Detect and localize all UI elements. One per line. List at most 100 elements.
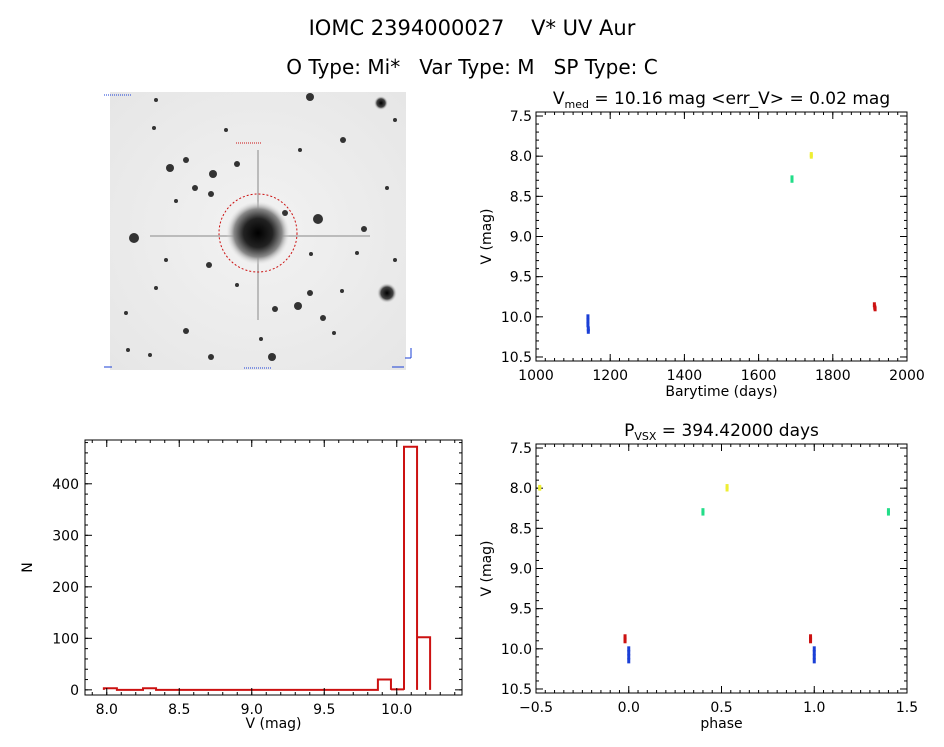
data-point [790,177,794,183]
x-tick-label: 1.5 [896,700,918,716]
y-tick-label: 9.0 [510,230,532,246]
data-point [812,658,816,664]
field-star [259,337,263,341]
data-point [586,318,590,324]
y-tick-label: 8.5 [510,189,532,205]
field-star [166,164,174,172]
data-point [586,328,590,334]
x-tick-label: 2000 [889,368,925,384]
y-tick-label: 10.5 [501,350,532,366]
y-tick-label: 8.5 [510,521,532,537]
y-axis-label: N [20,562,36,572]
field-star [393,258,397,262]
x-tick-label: 0.0 [618,700,640,716]
data-point [586,322,590,328]
data-point [627,646,631,652]
data-point [812,650,816,656]
x-axis-label: phase [700,716,742,732]
data-point [812,654,816,660]
data-point [538,485,542,491]
data-point [809,638,813,644]
data-point [886,510,890,516]
field-star [124,311,128,315]
field-star [129,233,139,243]
field-star [148,353,152,357]
bright-field-star [377,283,397,303]
field-star [174,199,178,203]
object-otype: O Type: Mi* [286,55,401,79]
y-tick-label: 9.0 [510,562,532,578]
x-tick-label: 1400 [667,368,703,384]
chart-title-line1: IOMC 2394000027 V* UV Aur [0,16,944,40]
x-tick-label: 0.5 [710,700,732,716]
histogram-bin [378,680,391,690]
field-star [361,226,367,232]
phased-plot: PVSX = 394.42000 days −0.5 0.0 0.5 1.0 1.5 7.5… [479,421,918,732]
data-point [701,510,705,516]
field-star [306,93,314,101]
object-sptype: SP Type: C [553,55,658,79]
field-star [208,191,214,197]
y-tick-label: 10.0 [501,310,532,326]
histogram-bin [404,447,417,690]
y-tick-label: 400 [52,477,79,493]
x-tick-label: 1000 [518,368,554,384]
histogram-bin [417,637,430,690]
field-star [206,262,212,268]
y-tick-label: 10.0 [501,642,532,658]
field-star [294,302,302,310]
y-axis-label: V (mag) [479,540,495,596]
y-tick-label: 10.5 [501,682,532,698]
field-star [154,98,158,102]
field-star [393,118,397,122]
data-point [627,658,631,664]
field-star [234,161,240,167]
target-circle-marker [218,193,298,273]
object-name: V* UV Aur [531,16,636,40]
object-id: IOMC 2394000027 [308,16,505,40]
data-point [627,654,631,660]
field-star [298,148,302,152]
field-star [183,328,189,334]
y-tick-label: 9.5 [510,270,532,286]
y-tick-label: 8.0 [510,481,532,497]
field-star [307,290,313,296]
field-star [192,185,198,191]
data-point [627,650,631,656]
plot-frame [84,439,463,696]
field-star [272,306,278,312]
y-tick-label: 0 [70,683,79,699]
x-tick-label: 9.0 [241,702,263,718]
x-tick-label: 8.0 [96,702,118,718]
field-star [385,186,389,190]
plot-frame [535,111,908,362]
field-star [309,252,313,256]
plot-title: PVSX = 394.42000 days [624,421,819,443]
target-star [226,201,290,265]
field-star [235,283,239,287]
data-point [812,646,816,652]
field-star [152,126,156,130]
x-axis-label: V (mag) [245,716,301,732]
y-tick-label: 300 [52,528,79,544]
histogram-plot: 8.0 8.5 9.0 9.5 10.0 0 100 200 300 400 V (mag) N [20,439,463,732]
x-tick-label: 1200 [592,368,628,384]
y-tick-label: 7.5 [510,441,532,457]
histogram-bars [102,445,432,691]
data-point [725,486,729,492]
x-tick-label: 1600 [741,368,777,384]
data-point [586,314,590,320]
x-tick-label: 8.5 [168,702,190,718]
field-star [268,353,276,361]
data-point [873,306,877,312]
x-tick-label: 10.0 [381,702,412,718]
x-tick-label: 1800 [815,368,851,384]
x-axis-label: Barytime (days) [665,384,777,400]
field-star [332,331,336,335]
plot-title: Vmed = 10.16 mag <err_V> = 0.02 mag [553,89,890,111]
y-axis-label: V (mag) [479,208,495,264]
object-vartype: Var Type: M [419,55,535,79]
bright-field-star [374,96,388,110]
field-star [224,128,228,132]
